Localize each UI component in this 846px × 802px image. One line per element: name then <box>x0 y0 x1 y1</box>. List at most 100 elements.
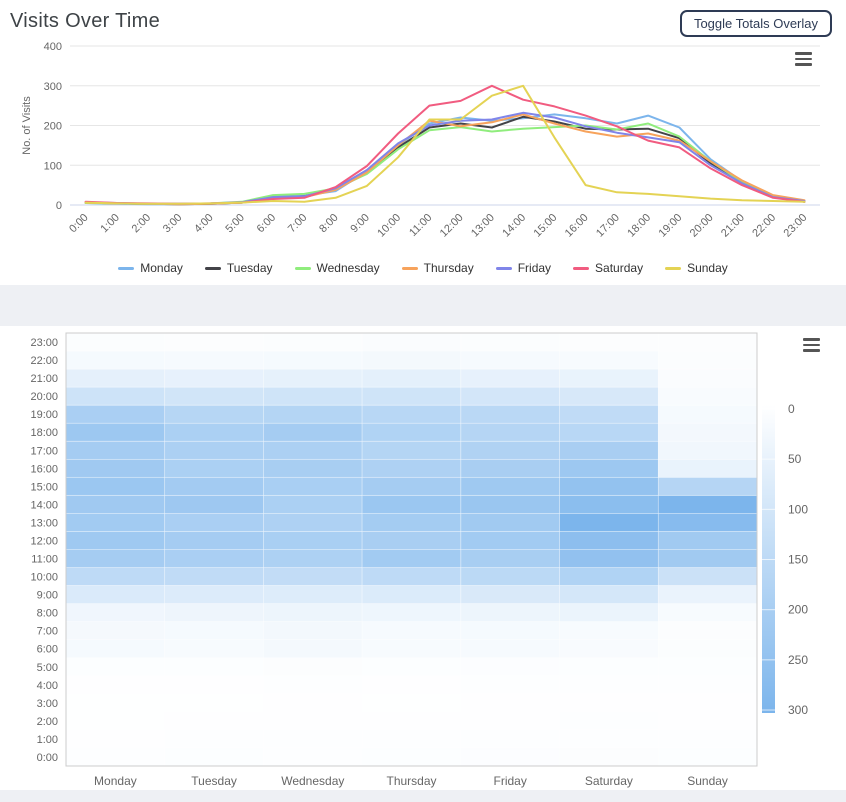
heatmap-cell <box>361 603 462 622</box>
hour-tick-label: 11:00 <box>31 554 58 566</box>
heatmap-cell <box>164 603 264 622</box>
heatmap-cell <box>657 350 758 370</box>
legend-marker-icon <box>495 266 512 270</box>
heatmap-cell <box>263 476 363 496</box>
day-tick-label: Saturday <box>585 774 633 788</box>
heatmap-cell <box>164 675 264 695</box>
x-tick-label: 1:00 <box>98 212 122 236</box>
day-tick-label: Sunday <box>687 774 728 788</box>
heatmap-cell <box>657 675 758 695</box>
legend-marker-icon <box>204 266 221 270</box>
heatmap-cell <box>460 422 560 442</box>
heatmap-cell <box>460 621 560 641</box>
x-tick-label: 19:00 <box>657 212 685 240</box>
heatmap-context-menu-icon[interactable] <box>803 338 820 352</box>
color-axis-label: 200 <box>788 603 808 617</box>
heatmap-cell <box>65 458 166 478</box>
heatmap-cell <box>263 621 363 641</box>
heatmap-cell <box>657 332 758 352</box>
heatmap-cell <box>460 386 560 406</box>
heatmap-cell <box>164 368 264 388</box>
x-tick-label: 9:00 <box>348 212 372 236</box>
hour-tick-label: 15:00 <box>30 481 58 493</box>
heatmap-cell <box>65 350 166 370</box>
heatmap-cell <box>460 693 560 713</box>
heatmap-cell <box>657 567 758 586</box>
heatmap-cell <box>361 711 462 731</box>
heatmap-cell <box>657 549 758 568</box>
hour-tick-label: 23:00 <box>30 337 58 349</box>
heatmap-cell <box>65 332 166 352</box>
legend-item-friday[interactable]: Friday <box>495 261 551 275</box>
hour-tick-label: 10:00 <box>30 572 58 584</box>
heatmap-cell <box>65 531 166 550</box>
heatmap-cell <box>263 513 363 532</box>
heatmap-cell <box>559 657 659 677</box>
heatmap-cell <box>460 513 560 532</box>
y-axis-title: No. of Visits <box>21 96 33 155</box>
heatmap-cell <box>263 657 363 677</box>
legend-item-wednesday[interactable]: Wednesday <box>294 261 380 275</box>
heatmap-cell <box>164 639 264 659</box>
line-chart-legend: Monday Tuesday Wednesday Thursday Friday Satu… <box>0 261 846 275</box>
heatmap-cell <box>65 549 166 568</box>
heatmap-cell <box>65 711 166 731</box>
hour-tick-label: 6:00 <box>37 644 58 656</box>
heatmap-cell <box>65 495 166 514</box>
legend-item-monday[interactable]: Monday <box>118 261 183 275</box>
heatmap-cell <box>361 549 462 568</box>
heatmap-cell <box>460 567 560 586</box>
x-tick-label: 11:00 <box>407 212 434 239</box>
heatmap-cell <box>361 458 462 478</box>
toggle-totals-overlay-button[interactable]: Toggle Totals Overlay <box>679 10 832 37</box>
heatmap-cell <box>164 386 264 406</box>
heatmap-cell <box>263 711 363 731</box>
heatmap-cell <box>460 603 560 622</box>
legend-label: Wednesday <box>316 261 380 275</box>
series-line-wednesday <box>84 122 806 205</box>
hour-tick-label: 4:00 <box>37 680 58 692</box>
hour-tick-label: 22:00 <box>30 355 58 367</box>
x-tick-label: 20:00 <box>688 212 716 240</box>
color-axis-label: 300 <box>788 703 808 717</box>
heatmap-cell <box>559 549 659 568</box>
heatmap-cell <box>460 747 560 767</box>
heatmap-cell <box>559 422 659 442</box>
hour-tick-label: 2:00 <box>37 716 58 728</box>
heatmap-cell <box>657 657 758 677</box>
heatmap-cell <box>164 585 264 604</box>
heatmap-cell <box>460 711 560 731</box>
hour-tick-label: 18:00 <box>30 427 58 439</box>
heatmap-cell <box>657 747 758 767</box>
hour-tick-label: 8:00 <box>37 608 58 620</box>
x-tick-label: 6:00 <box>255 212 279 236</box>
heatmap-cell <box>559 531 659 550</box>
x-tick-label: 14:00 <box>500 212 528 240</box>
legend-item-thursday[interactable]: Thursday <box>401 261 474 275</box>
heatmap-cell <box>559 404 659 424</box>
heatmap-cell <box>164 422 264 442</box>
heatmap-cell <box>263 603 363 622</box>
heatmap-cell <box>657 531 758 550</box>
heatmap-cell <box>263 531 363 550</box>
heatmap-cell <box>460 440 560 460</box>
heatmap-cell <box>657 513 758 532</box>
hour-tick-label: 5:00 <box>37 662 58 674</box>
heatmap-cell <box>460 404 560 424</box>
legend-item-saturday[interactable]: Saturday <box>573 261 643 275</box>
heatmap-cell <box>263 729 363 749</box>
heatmap-cell <box>361 747 462 767</box>
heatmap-cell <box>460 350 560 370</box>
chart-context-menu-icon[interactable] <box>795 52 812 66</box>
heatmap-cell <box>65 603 166 622</box>
heatmap-cell <box>361 350 462 370</box>
legend-marker-icon <box>665 266 682 270</box>
heatmap-cell <box>559 747 659 767</box>
heatmap-cell <box>559 711 659 731</box>
heatmap-cell <box>65 657 166 677</box>
y-tick-label: 0 <box>56 200 62 212</box>
heatmap-cell <box>65 621 166 641</box>
legend-item-sunday[interactable]: Sunday <box>665 261 728 275</box>
legend-item-tuesday[interactable]: Tuesday <box>204 261 273 275</box>
x-tick-label: 0:00 <box>67 212 91 236</box>
